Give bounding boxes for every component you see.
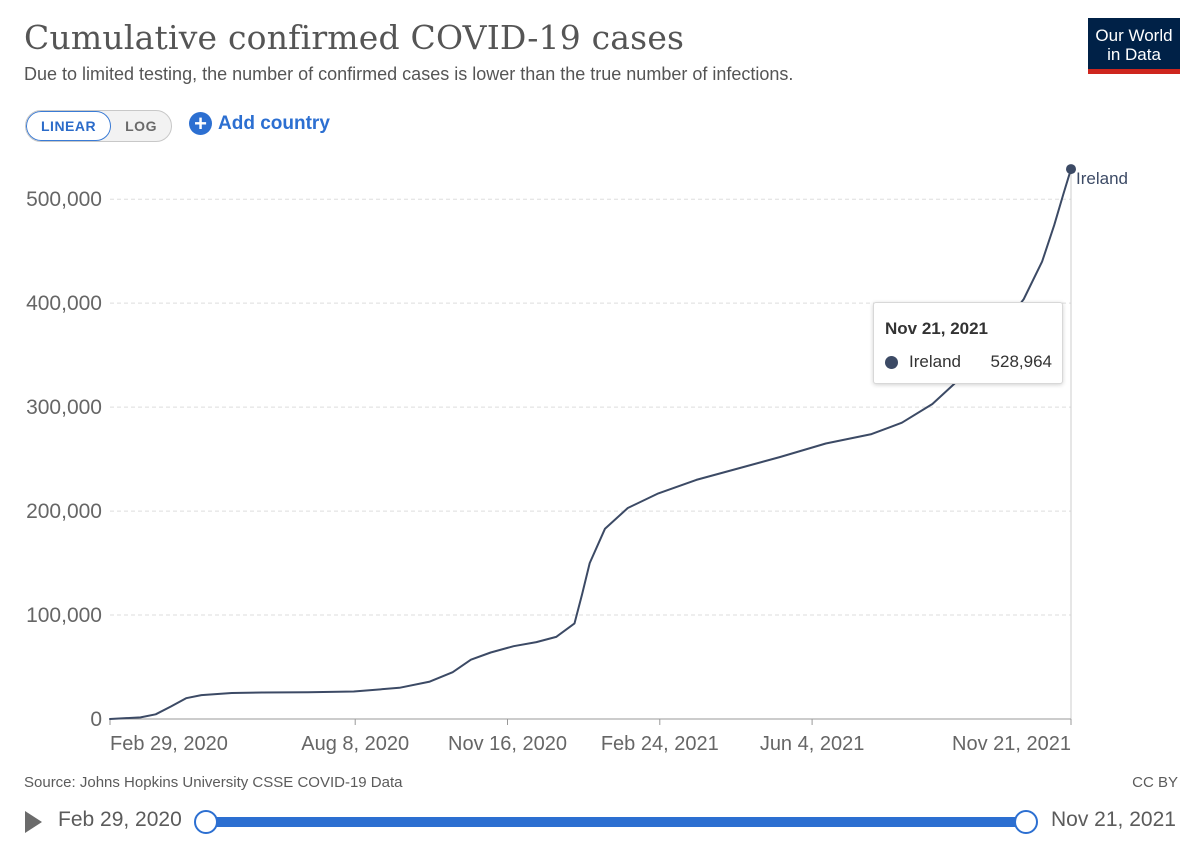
logo-line-1: Our World	[1095, 26, 1173, 45]
y-tick-label: 0	[90, 708, 102, 731]
x-tick-label: Nov 21, 2021	[952, 733, 1071, 755]
timeline-start-handle[interactable]	[194, 810, 218, 834]
tooltip-value: 528,964	[990, 352, 1052, 371]
linear-scale-button[interactable]: LINEAR	[26, 111, 112, 141]
tooltip-row: Ireland 528,964	[885, 352, 1052, 372]
play-icon[interactable]	[25, 811, 42, 833]
timeline-end-handle[interactable]	[1014, 810, 1038, 834]
timeline-end-label: Nov 21, 2021	[1051, 808, 1176, 831]
y-tick-label: 200,000	[26, 500, 102, 523]
series-layer: Ireland	[109, 164, 1128, 720]
add-country-button[interactable]: + Add country	[189, 112, 330, 135]
timeline-start-label: Feb 29, 2020	[58, 808, 182, 831]
chart-subtitle: Due to limited testing, the number of co…	[24, 64, 794, 84]
axes: 0 100,000 200,000 300,000 400,000 500,000 Feb …	[26, 188, 1072, 755]
grid-lines	[110, 169, 1072, 719]
timeline-track[interactable]	[206, 817, 1026, 827]
scale-toggle: LINEAR LOG	[25, 110, 172, 142]
chart-tooltip: Nov 21, 2021 Ireland 528,964	[873, 302, 1063, 384]
owid-logo[interactable]: Our World in Data	[1088, 18, 1180, 74]
y-tick-label: 300,000	[26, 396, 102, 419]
y-tick-label: 500,000	[26, 188, 102, 211]
series-color-dot	[885, 355, 898, 369]
series-end-label: Ireland	[1076, 169, 1128, 188]
log-scale-button[interactable]: LOG	[125, 118, 157, 134]
x-tick-label: Nov 16, 2020	[448, 733, 567, 755]
source-note[interactable]: Source: Johns Hopkins University CSSE CO…	[24, 774, 403, 791]
tooltip-series-name: Ireland	[909, 352, 961, 371]
x-tick-label: Feb 29, 2020	[110, 733, 228, 755]
series-end-point	[1066, 164, 1076, 175]
license-link[interactable]: CC BY	[1132, 774, 1178, 791]
plus-circle-icon: +	[189, 112, 212, 135]
y-tick-label: 100,000	[26, 604, 102, 627]
tooltip-date: Nov 21, 2021	[885, 319, 989, 338]
x-tick-label: Jun 4, 2021	[760, 733, 865, 755]
x-tick-label: Feb 24, 2021	[601, 733, 719, 755]
logo-line-2: in Data	[1107, 45, 1161, 64]
add-country-label: Add country	[218, 112, 330, 134]
x-tick-label: Aug 8, 2020	[301, 733, 409, 755]
y-tick-label: 400,000	[26, 292, 102, 315]
chart-title: Cumulative confirmed COVID-19 cases	[24, 18, 685, 57]
series-line-ireland	[109, 168, 1072, 720]
